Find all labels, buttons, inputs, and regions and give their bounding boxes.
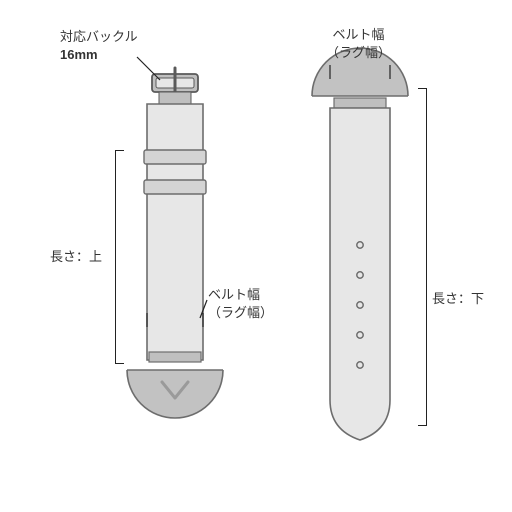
label-length-bottom: 長さ：下 bbox=[432, 290, 484, 308]
label-belt-width-top-line1: ベルト幅 bbox=[333, 27, 385, 42]
leader-belt-width-lower bbox=[0, 0, 512, 512]
diagram-stage: 対応バックル 16mm 長さ：上 ベルト幅 （ラグ幅） ベルト幅 （ラグ幅） 長… bbox=[0, 0, 512, 512]
bracket-length-bottom bbox=[418, 88, 427, 426]
label-belt-width-top-line2: （ラグ幅） bbox=[326, 44, 391, 62]
label-belt-width-top: ベルト幅 （ラグ幅） bbox=[326, 26, 391, 61]
